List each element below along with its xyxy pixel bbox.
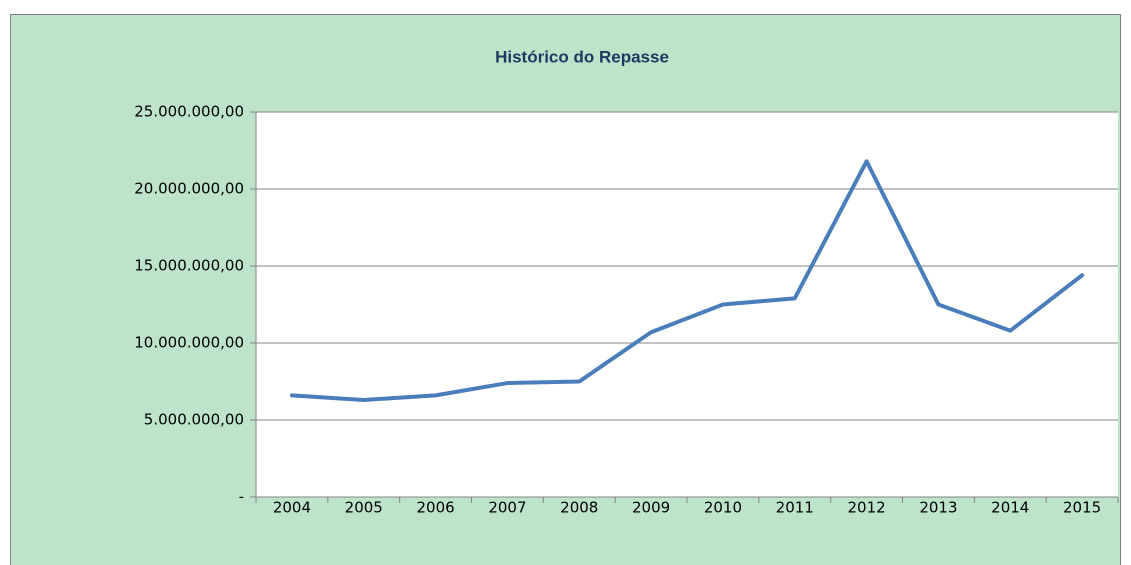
y-tick-label: 10.000.000,00 bbox=[134, 334, 244, 352]
x-tick-label: 2014 bbox=[991, 499, 1029, 517]
x-tick-label: 2008 bbox=[560, 499, 598, 517]
plot-area bbox=[256, 112, 1118, 497]
x-tick-label: 2012 bbox=[847, 499, 885, 517]
x-tick-label: 2007 bbox=[488, 499, 526, 517]
data-line bbox=[289, 159, 1085, 402]
x-tick-label: 2010 bbox=[704, 499, 742, 517]
x-tick-label: 2006 bbox=[416, 499, 454, 517]
y-tick-label: 25.000.000,00 bbox=[134, 103, 244, 121]
y-tick-label: - bbox=[239, 488, 244, 506]
y-tick-label: 20.000.000,00 bbox=[134, 180, 244, 198]
x-tick-label: 2004 bbox=[273, 499, 311, 517]
x-tick-label: 2009 bbox=[632, 499, 670, 517]
chart-title: Histórico do Repasse bbox=[495, 47, 669, 66]
x-tick-label: 2015 bbox=[1063, 499, 1101, 517]
y-tick-label: 15.000.000,00 bbox=[134, 257, 244, 275]
x-tick-label: 2011 bbox=[776, 499, 814, 517]
y-tick-label: 5.000.000,00 bbox=[144, 411, 244, 429]
x-tick-label: 2005 bbox=[345, 499, 383, 517]
x-tick-label: 2013 bbox=[919, 499, 957, 517]
